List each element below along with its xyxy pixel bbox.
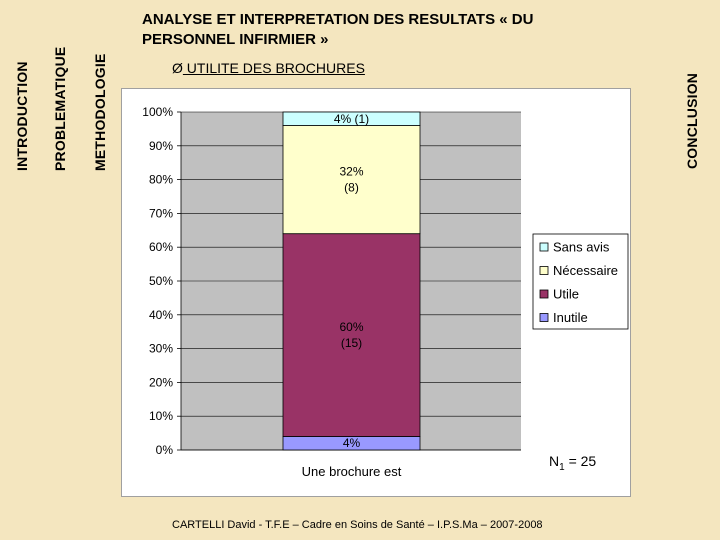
arrow-bullet-icon: Ø: [172, 60, 183, 76]
legend-swatch: [539, 313, 549, 322]
tab-conclusion[interactable]: CONCLUSION: [684, 72, 700, 169]
y-tick-label: 10%: [149, 409, 173, 423]
legend-swatch: [539, 266, 549, 275]
legend-label: Nécessaire: [553, 263, 618, 278]
legend-swatch: [539, 289, 549, 299]
tab-introduction[interactable]: INTRODUCTION: [14, 61, 30, 171]
bar-segment-sans-avis: [282, 111, 421, 126]
legend-label: Sans avis: [553, 240, 610, 255]
x-category-label: Une brochure est: [302, 464, 402, 479]
legend-box: [532, 233, 629, 330]
sample-size-annotation: N1 = 25: [549, 453, 596, 473]
slide-title: ANALYSE ET INTERPRETATION DES RESULTATS …: [142, 11, 534, 48]
tab-problematique[interactable]: PROBLEMATIQUE: [52, 46, 68, 171]
bar-segment-n-cessaire: [282, 125, 421, 235]
legend-label: Inutile: [553, 310, 588, 325]
bar-segment-utile: [282, 233, 421, 437]
y-tick-label: 50%: [149, 274, 173, 288]
footer-credit: CARTELLI David - T.F.E – Cadre en Soins …: [172, 519, 543, 531]
legend-label: Utile: [553, 287, 579, 302]
data-label: 32%: [339, 165, 363, 179]
slide-subtitle: Ø UTILITE DES BROCHURES: [172, 60, 365, 76]
y-tick-label: 30%: [149, 342, 173, 356]
data-label: 4% (1): [334, 112, 369, 126]
y-tick-label: 40%: [149, 308, 173, 322]
subtitle-label: UTILITE DES BROCHURES: [182, 60, 365, 76]
y-tick-label: 60%: [149, 240, 173, 254]
data-sublabel: (15): [341, 336, 362, 350]
legend-swatch: [539, 242, 549, 252]
data-sublabel: (8): [344, 181, 359, 195]
y-tick-label: 80%: [149, 173, 173, 187]
y-tick-label: 100%: [142, 105, 173, 119]
data-label: 4%: [343, 436, 361, 450]
y-tick-label: 70%: [149, 206, 173, 220]
data-label: 60%: [339, 320, 363, 334]
stacked-bar-chart: 0% 10% 20% 30% 40% 50% 60% 70% 80% 90% 100% 4% 60% (1…: [121, 88, 631, 497]
tab-methodologie[interactable]: METHODOLOGIE: [92, 53, 108, 171]
y-tick-label: 20%: [149, 375, 173, 389]
y-tick-label: 90%: [149, 139, 173, 153]
y-tick-label: 0%: [156, 443, 174, 457]
